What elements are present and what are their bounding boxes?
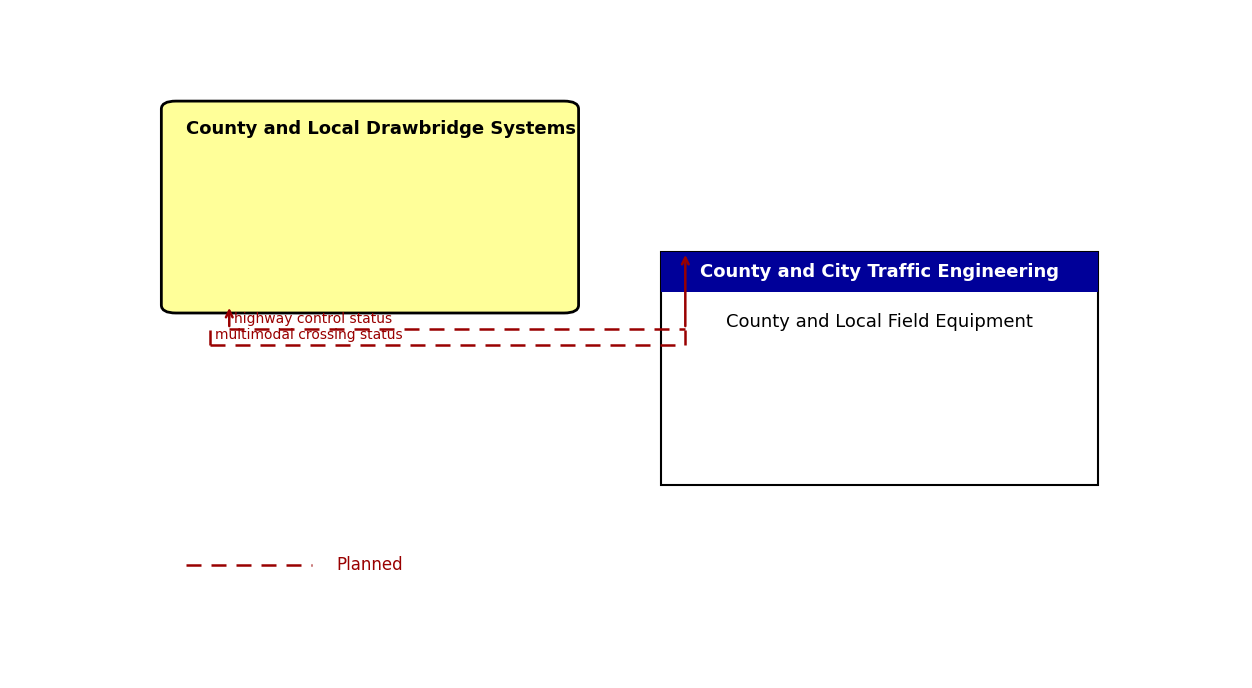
FancyBboxPatch shape [162,101,578,313]
Bar [661,252,1098,292]
Text: County and Local Field Equipment: County and Local Field Equipment [726,313,1033,331]
Bar [661,252,1098,485]
Text: County and City Traffic Engineering: County and City Traffic Engineering [700,263,1059,281]
Text: highway control status: highway control status [234,312,392,325]
Text: County and Local Drawbridge Systems: County and Local Drawbridge Systems [185,120,576,138]
Text: multimodal crossing status: multimodal crossing status [215,327,402,342]
Text: Planned: Planned [336,556,403,574]
